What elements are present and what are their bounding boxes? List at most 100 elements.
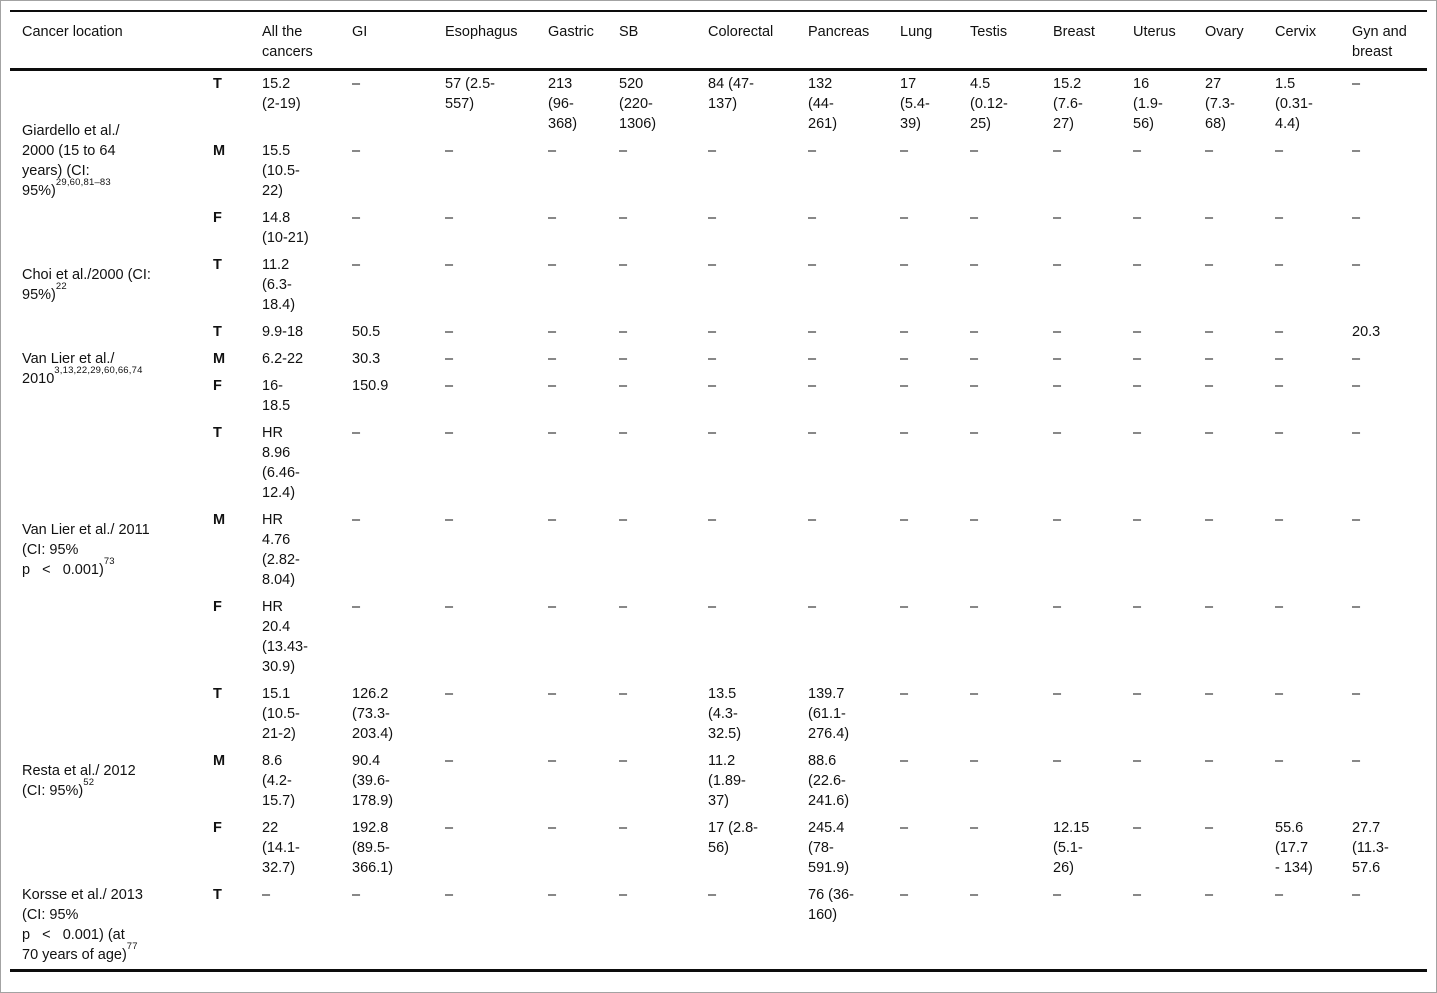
value-cell: 213 (96-368) [544,70,615,139]
value-cell: – [615,594,704,681]
value-cell: – [1271,681,1348,748]
value-cell: 150.9 [348,373,441,420]
value-text: – [1133,512,1142,528]
value-cell: – [896,373,966,420]
value-cell: – [1129,815,1201,882]
reference-superscript: 73 [103,555,115,567]
value-text: – [1053,599,1062,615]
value-cell: – [1129,346,1201,373]
value-text: 16-18.5 [262,378,291,414]
value-text: – [1133,820,1142,836]
value-cell: – [704,594,804,681]
value-text: – [352,143,361,159]
table-row: M HR 4.76 (2.82-8.04) – – – – – – – – – – – – – [10,507,1427,594]
value-text: 11.2 (6.3-18.4) [262,257,296,313]
value-text: – [900,887,909,903]
value-cell: – [1348,507,1427,594]
value-text: – [548,143,557,159]
value-cell: – [615,346,704,373]
sex-cell: T [213,76,222,92]
study-label-text: 2010 [22,371,55,387]
value-text: 1.5 (0.31-4.4) [1275,76,1313,132]
value-text: – [1053,753,1062,769]
value-cell: 192.8 (89.5-366.1) [348,815,441,882]
value-cell: 16-18.5 [258,373,348,420]
value-cell: 126.2 (73.3-203.4) [348,681,441,748]
value-cell: – [1348,138,1427,205]
study-label: Korsse et al./ 2013 (CI: 95% p < 0.001) (a… [10,882,205,971]
value-cell: – [615,138,704,205]
value-cell: – [1348,681,1427,748]
value-text: – [1205,686,1214,702]
value-text: 126.2 (73.3-203.4) [352,686,394,742]
value-cell: – [615,319,704,346]
value-cell: – [966,138,1049,205]
value-text: 27 (7.3-68) [1205,76,1235,132]
value-cell: – [1201,882,1271,971]
value-text: 15.2 (2-19) [262,76,301,112]
value-text: – [900,599,909,615]
study-label-line: 95%)29,60,81–83 [22,177,199,201]
value-text: – [619,512,628,528]
value-text: – [1275,425,1284,441]
value-text: – [708,143,717,159]
value-text: HR 4.76 (2.82-8.04) [262,512,300,588]
value-text: – [548,887,557,903]
value-text: 88.6 (22.6-241.6) [808,753,850,809]
study-label-line: Korsse et al./ 2013 [22,885,199,905]
value-text: 150.9 [352,378,389,394]
value-text: – [1133,210,1142,226]
value-text: – [1133,753,1142,769]
value-cell: – [804,319,896,346]
value-text: – [808,512,817,528]
sex-cell: T [213,324,222,340]
value-text: – [619,820,628,836]
value-cell: – [896,815,966,882]
value-cell: 4.5 (0.12-25) [966,70,1049,139]
value-text: – [1352,599,1361,615]
reference-superscript: 29,60,81–83 [55,176,111,188]
value-cell: – [544,138,615,205]
value-cell: 6.2-22 [258,346,348,373]
value-cell: – [1348,70,1427,139]
table-body: Giardello et al./ 2000 (15 to 64 years) (C… [10,70,1427,971]
value-cell: – [348,882,441,971]
value-cell: – [615,373,704,420]
value-text: – [1133,378,1142,394]
table-row: Korsse et al./ 2013 (CI: 95% p < 0.001) (a… [10,882,1427,971]
value-text: – [900,512,909,528]
value-cell: HR 4.76 (2.82-8.04) [258,507,348,594]
value-cell: 11.2 (6.3-18.4) [258,252,348,319]
value-text: 13.5 (4.3-32.5) [708,686,742,742]
value-text: – [1205,210,1214,226]
value-text: – [970,143,979,159]
value-text: – [1352,686,1361,702]
study-label-line: Van Lier et al./ [22,349,199,369]
value-text: – [619,210,628,226]
study-label-text: Van Lier et al./ 2011 [22,522,150,538]
value-cell: – [704,420,804,507]
value-cell: – [1049,748,1129,815]
value-text: – [445,425,454,441]
value-cell: – [704,507,804,594]
value-text: – [808,143,817,159]
value-text: – [262,887,271,903]
value-text: – [1352,351,1361,367]
value-cell: – [544,420,615,507]
value-cell: – [348,252,441,319]
study-label-text: 70 years of age) [22,947,127,963]
value-cell: – [441,373,544,420]
value-cell: – [1348,205,1427,252]
value-cell: – [441,346,544,373]
value-text: – [1133,686,1142,702]
sex-cell: T [213,686,222,702]
value-cell: – [544,815,615,882]
value-cell: 1.5 (0.31-4.4) [1271,70,1348,139]
value-text: – [1133,257,1142,273]
study-label-text: Choi et al./2000 (CI: [22,267,151,283]
value-text: – [1133,324,1142,340]
value-cell: – [1201,373,1271,420]
study-label-line: (CI: 95% [22,540,199,560]
value-text: 11.2 (1.89-37) [708,753,746,809]
value-cell: – [1271,138,1348,205]
